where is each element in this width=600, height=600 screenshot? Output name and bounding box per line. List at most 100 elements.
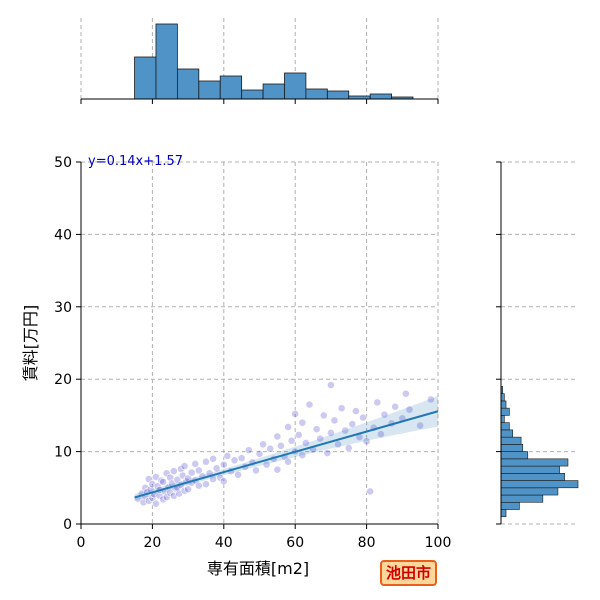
scatter-point [202, 457, 210, 466]
scatter-point [416, 421, 425, 430]
y-hist-bar [500, 509, 507, 518]
x-tick-label: 20 [143, 535, 161, 551]
scatter-point [169, 467, 178, 476]
scatter-point [166, 473, 175, 482]
scatter-point [284, 423, 292, 431]
scatter-point [348, 420, 357, 428]
y-hist-bar [500, 465, 560, 474]
scatter-point [148, 494, 157, 502]
scatter-point [298, 451, 307, 460]
scatter-point [291, 410, 300, 418]
scatter-point [344, 444, 353, 452]
x-hist-bar [326, 90, 350, 100]
scatter-point [194, 466, 203, 475]
scatter-point [277, 441, 285, 450]
y-hist-bar [500, 422, 510, 431]
scatter-point [230, 456, 239, 465]
scatter-point [294, 431, 303, 439]
scatter-point [262, 460, 271, 469]
y-hist-bar [500, 494, 544, 503]
y-hist-bar [500, 501, 520, 510]
scatter-point [316, 434, 325, 443]
scatter-point [401, 389, 410, 398]
scatter-point [209, 454, 217, 463]
scatter-point [187, 468, 196, 477]
regression-line [134, 410, 439, 499]
x-hist-bar [219, 75, 243, 100]
x-hist-bar [155, 23, 178, 100]
y-hist-bar [500, 480, 579, 489]
scatter-points [134, 381, 435, 508]
scatter-point [341, 426, 350, 435]
axes: 0 20 40 60 80 100 0 10 20 30 40 50 [54, 155, 451, 551]
y-hist-bar [500, 444, 524, 452]
y-hist-bar [500, 407, 510, 416]
scatter-point [284, 457, 292, 466]
y-tick-label: 30 [54, 300, 72, 316]
y-tick-label: 20 [54, 372, 72, 388]
y-hist-bar [500, 429, 514, 438]
x-hist-bar [305, 88, 328, 100]
regression-confidence-band [134, 396, 438, 501]
scatter-point [302, 439, 310, 447]
regression-equation: y=0.14x+1.57 [88, 154, 183, 169]
x-hist-bar [262, 83, 285, 100]
scatter-point [366, 487, 375, 496]
city-badge: 池田市 [380, 560, 438, 586]
x-hist-bar [369, 93, 392, 100]
scatter-point [266, 444, 275, 453]
scatter-point [373, 398, 382, 407]
regression-layer [134, 396, 439, 501]
scatter-point [237, 454, 246, 463]
scatter-point [391, 402, 400, 411]
scatter-point [184, 485, 192, 494]
scatter-point [202, 480, 210, 489]
scatter-point [191, 460, 200, 468]
y-hist-bar [500, 400, 507, 409]
scatter-point [159, 478, 168, 486]
scatter-point [405, 405, 414, 414]
y-tick-label: 0 [63, 517, 72, 533]
scatter-point [337, 404, 346, 413]
x-hist-bar [241, 89, 264, 100]
scatter-point [255, 449, 264, 458]
y-tick-label: 40 [54, 227, 72, 243]
scatter-point [319, 411, 328, 420]
scatter-point [312, 425, 321, 434]
y-hist-bar [500, 393, 505, 402]
scatter-point [234, 470, 242, 479]
x-tick-label: 100 [425, 535, 452, 551]
x-tick-label: 80 [358, 535, 376, 551]
y-tick-label: 10 [54, 445, 72, 461]
scatter-point [287, 436, 296, 445]
scatter-point [326, 381, 335, 389]
scatter-point [152, 499, 160, 508]
x-hist-bar [284, 72, 307, 100]
scatter-point [212, 464, 221, 473]
y-hist-bar [500, 436, 522, 445]
scatter-point [326, 428, 335, 437]
scatter-point [426, 395, 435, 404]
y-marginal-histogram [496, 161, 579, 525]
y-hist-bar [500, 458, 569, 467]
x-hist-bar [198, 80, 221, 100]
scatter-point [252, 466, 260, 475]
scatter-point [273, 465, 282, 474]
x-tick-label: 40 [215, 535, 233, 551]
scatter-point [359, 413, 367, 422]
y-hist-bar [500, 487, 559, 496]
scatter-point [152, 473, 160, 481]
x-axis-title: 専有面積[m2] [207, 559, 309, 578]
scatter-point [244, 446, 253, 455]
scatter-point [380, 410, 389, 419]
scatter-point [362, 437, 371, 446]
scatter-point [334, 440, 342, 449]
scatter-point [180, 462, 189, 470]
x-hist-bar [134, 56, 157, 100]
y-hist-bar [500, 451, 529, 460]
scatter-point [376, 430, 385, 439]
y-tick-label: 50 [54, 155, 72, 171]
scatter-point [259, 440, 267, 449]
scatter-point [351, 407, 360, 415]
